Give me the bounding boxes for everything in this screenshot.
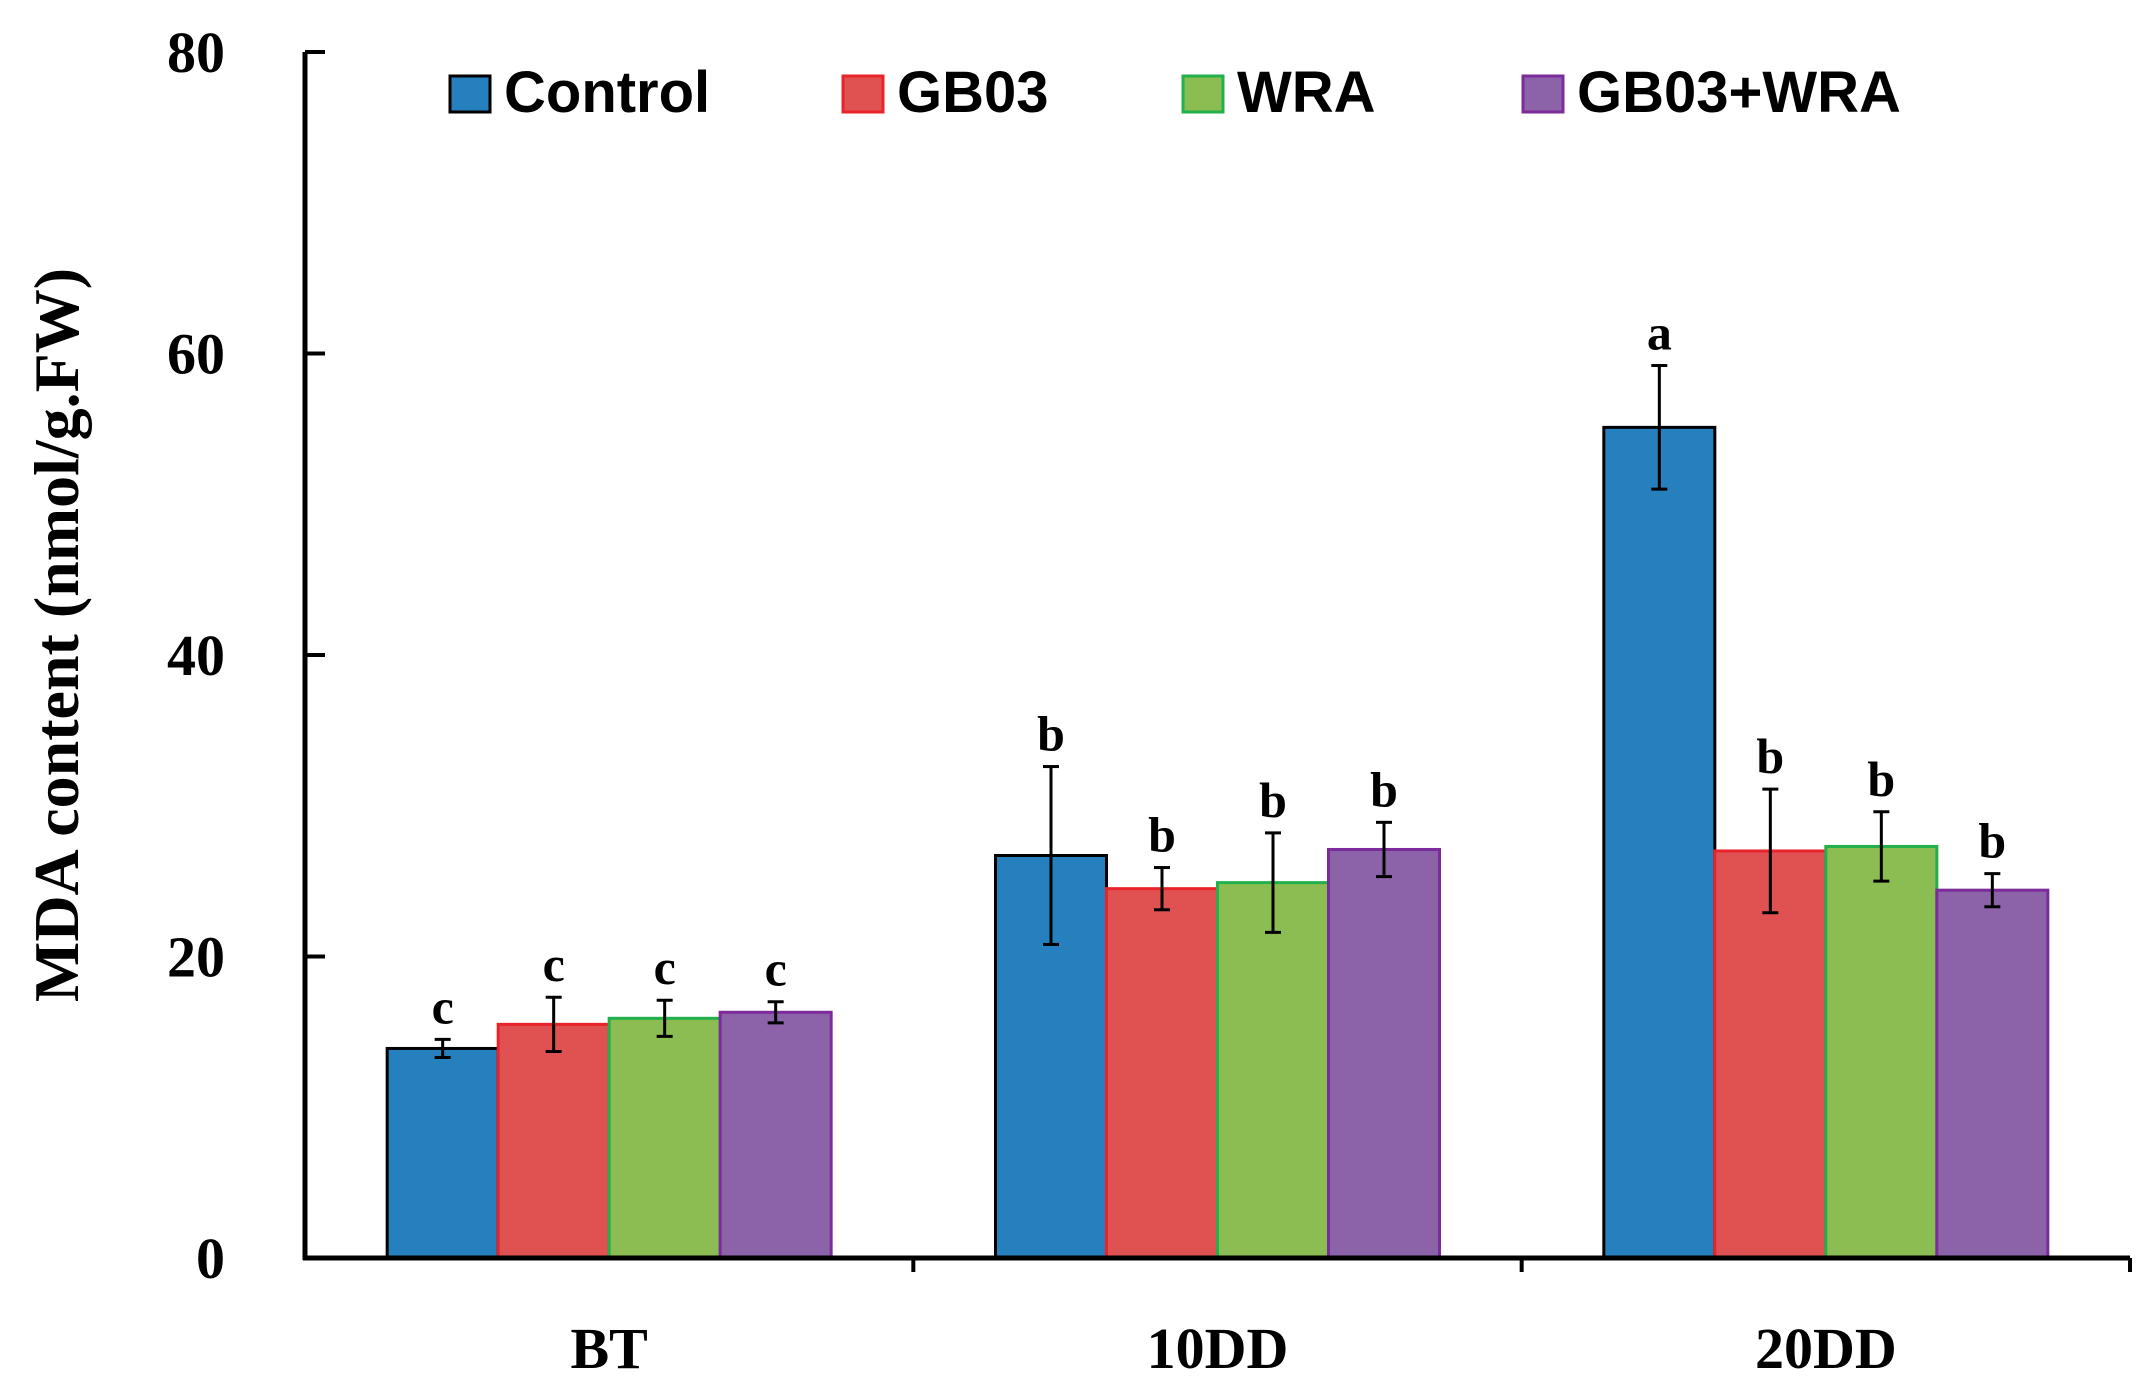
legend-swatch-gb03-wra [1521, 74, 1565, 114]
bar-gb03-wra-bt [718, 1010, 833, 1260]
significance-letter: c [654, 939, 676, 995]
significance-letter: b [1867, 751, 1895, 807]
chart-axes: BT 10DD 20DD 0 20 40 60 80 [167, 20, 2132, 1381]
bar-gb03-wra-10dd [1327, 847, 1441, 1260]
x-tick-label-20dd: 20DD [1755, 1316, 1897, 1381]
legend-label-control: Control [504, 60, 710, 125]
significance-letter: b [1978, 813, 2006, 869]
significance-letter: a [1647, 305, 1672, 361]
legend-label-gb03: GB03 [897, 60, 1049, 125]
legend-label-gb03-wra: GB03+WRA [1577, 60, 1901, 125]
bar-wra-20dd [1824, 844, 1939, 1260]
significance-letter: b [1148, 807, 1176, 863]
y-tick-label-0: 0 [196, 1226, 225, 1291]
chart-legend: Control GB03 WRA GB03+WRA [448, 60, 1901, 125]
bar-control-bt [385, 1046, 500, 1260]
legend-label-wra: WRA [1237, 60, 1376, 125]
significance-letter: c [543, 936, 565, 992]
bar-control-20dd [1602, 425, 1717, 1260]
significance-letter: b [1370, 761, 1398, 817]
bar-gb03-10dd [1105, 887, 1219, 1260]
y-tick-label-20: 20 [167, 925, 225, 990]
x-tick-label-bt: BT [570, 1316, 647, 1381]
significance-letter: b [1037, 706, 1065, 762]
significance-letter: b [1259, 772, 1287, 828]
bar-wra-bt [607, 1016, 722, 1260]
bar-wra-10dd [1216, 881, 1330, 1260]
y-tick-label-80: 80 [167, 20, 225, 85]
y-tick-label-60: 60 [167, 322, 225, 387]
legend-swatch-gb03 [841, 74, 885, 114]
bar-plot-area: c c c c b b b b a b b b [385, 305, 2050, 1260]
y-tick-label-40: 40 [167, 623, 225, 688]
bar-gb03-bt [496, 1022, 611, 1260]
significance-letter: c [765, 941, 787, 997]
significance-letter: c [432, 978, 454, 1034]
bar-gb03-wra-20dd [1935, 888, 2050, 1260]
legend-swatch-control [448, 74, 492, 114]
legend-swatch-wra [1181, 74, 1225, 114]
y-axis-title: MDA content (nmol/g.FW) [21, 268, 92, 1002]
significance-letter: b [1756, 728, 1784, 784]
x-tick-label-10dd: 10DD [1147, 1316, 1289, 1381]
